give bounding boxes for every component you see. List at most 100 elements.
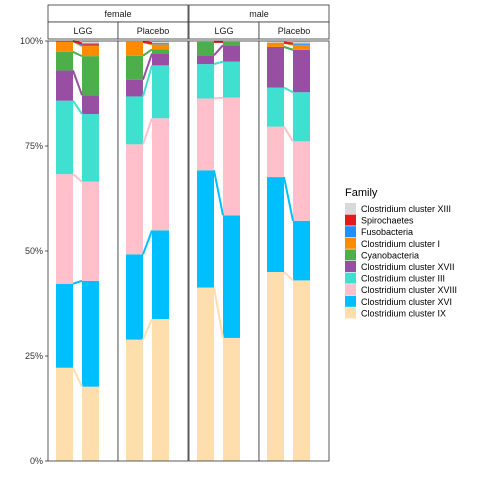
bar-segment-clostridium-cluster-iii (82, 114, 99, 182)
flow-line-spirochaetes (283, 41, 294, 45)
legend-item-clostridium-cluster-xvi: Clostridium cluster XVI (345, 295, 452, 307)
bar-segment-clostridium-cluster-xiii (223, 41, 240, 42)
bar-segment-clostridium-cluster-xviii (56, 174, 73, 284)
legend-item-cyanobacteria: Cyanobacteria (345, 249, 419, 261)
bar-segment-clostridium-cluster-xviii (197, 98, 214, 171)
y-tick-label: 50% (25, 246, 43, 256)
legend-item-clostridium-cluster-xviii: Clostridium cluster XVIII (345, 284, 457, 296)
flow-line-clostridium-cluster-xvi (72, 279, 83, 285)
legend-item-spirochaetes: Spirochaetes (345, 214, 414, 226)
legend-swatch (345, 272, 356, 284)
bar-segment-clostridium-cluster-xviii (267, 126, 284, 178)
bar-segment-clostridium-cluster-xvii (56, 70, 73, 101)
legend-swatch (345, 249, 356, 261)
bar-segment-clostridium-cluster-iii (197, 64, 214, 99)
bar-segment-clostridium-cluster-xiii (126, 41, 143, 42)
flow-line-clostridium-cluster-xviii (142, 117, 153, 145)
y-tick-label: 75% (25, 141, 43, 151)
legend-label: Clostridium cluster XIII (361, 204, 451, 214)
legend-swatch (345, 295, 356, 307)
facet-strips: female male LGG Placebo LGG Placebo (47, 4, 330, 40)
bar-segment-clostridium-cluster-xvi (82, 280, 99, 387)
flow-line-clostridium-cluster-xvi (283, 176, 294, 221)
flow-line-cyanobacteria (142, 48, 153, 57)
flow-line-clostridium-cluster-iii (142, 65, 153, 97)
flow-line-clostridium-cluster-xvii (72, 70, 83, 96)
bar-segment-cyanobacteria (223, 41, 240, 46)
bar-segment-clostridium-cluster-ix (293, 280, 310, 461)
bar-segment-clostridium-cluster-i (293, 44, 310, 50)
bar-segment-clostridium-cluster-iii (293, 92, 310, 142)
y-tick-label: 100% (20, 36, 43, 46)
flow-line-clostridium-cluster-ix (72, 367, 83, 388)
y-tick-label: 0% (30, 456, 43, 466)
bar-segment-clostridium-cluster-xiii (152, 41, 169, 44)
legend-item-clostridium-cluster-i: Clostridium cluster I (345, 237, 440, 249)
legend-item-clostridium-cluster-ix: Clostridium cluster IX (345, 307, 446, 319)
flow-line-cyanobacteria (283, 45, 294, 51)
flow-line-clostridium-cluster-iii (213, 60, 224, 66)
bar-segment-clostridium-cluster-iii (126, 96, 143, 145)
flow-line-cyanobacteria (72, 51, 83, 58)
bar-segment-clostridium-cluster-xviii (82, 181, 99, 281)
legend-item-clostridium-cluster-iii: Clostridium cluster III (345, 272, 445, 284)
legend-title: Family (345, 187, 378, 199)
legend-item-clostridium-cluster-xvii: Clostridium cluster XVII (345, 261, 455, 272)
strip-placebo (258, 21, 330, 40)
bar-segment-clostridium-cluster-xvii (223, 45, 240, 62)
y-tick-label: 25% (25, 351, 43, 361)
bar-segment-clostridium-cluster-xviii (126, 144, 143, 255)
panels-layer (47, 40, 330, 462)
bar-segment-clostridium-cluster-xviii (152, 118, 169, 231)
panel-female-lgg (47, 40, 119, 462)
legend-swatch (345, 261, 356, 272)
strip-label-lgg: LGG (73, 26, 92, 36)
flow-line-clostridium-cluster-xviii (72, 173, 83, 183)
strip-label-placebo: Placebo (137, 26, 170, 36)
bar-segment-clostridium-cluster-ix (197, 287, 214, 461)
bar-segment-clostridium-cluster-xvii (126, 79, 143, 97)
bar-segment-clostridium-cluster-xiii (197, 41, 214, 42)
legend-swatch (345, 214, 356, 226)
strip-label-placebo: Placebo (278, 26, 311, 36)
flow-line-clostridium-cluster-xviii (213, 96, 224, 100)
strip-label-male: male (249, 9, 269, 19)
bar-segment-clostridium-cluster-iii (56, 100, 73, 175)
legend-item-fusobacteria: Fusobacteria (345, 226, 413, 238)
bar-segment-clostridium-cluster-xvi (197, 170, 214, 288)
bar-segment-clostridium-cluster-i (82, 46, 99, 57)
y-axis: 0% 25% 50% 75% 100% (20, 36, 48, 466)
flow-line-clostridium-cluster-xvi (213, 170, 224, 216)
bar-segment-clostridium-cluster-xiii (293, 41, 310, 44)
flow-line-clostridium-cluster-xvii (142, 53, 153, 80)
flow-line-spirochaetes (72, 40, 83, 45)
panel-female-placebo (117, 40, 189, 462)
bar-segment-clostridium-cluster-xiii (82, 41, 99, 44)
bar-segment-cyanobacteria (82, 56, 99, 96)
bar-segment-clostridium-cluster-ix (152, 319, 169, 461)
bar-segment-clostridium-cluster-i (56, 41, 73, 52)
bar-segment-clostridium-cluster-xvii (197, 55, 214, 65)
bar-segment-clostridium-cluster-xvi (293, 220, 310, 281)
legend-label: Spirochaetes (361, 216, 414, 226)
legend-label: Cyanobacteria (361, 250, 419, 260)
bar-segment-clostridium-cluster-xvii (82, 95, 99, 115)
bar-segment-spirochaetes (82, 43, 99, 45)
legend-label: Fusobacteria (361, 227, 413, 237)
bar-segment-clostridium-cluster-xvi (267, 177, 284, 272)
legend-label: Clostridium cluster XVIII (361, 285, 457, 295)
legend-label: Clostridium cluster I (361, 239, 440, 249)
bar-segment-clostridium-cluster-i (267, 42, 284, 47)
flow-line-clostridium-cluster-iii (283, 86, 294, 94)
bar-segment-clostridium-cluster-iii (223, 61, 240, 98)
bar-segment-clostridium-cluster-ix (267, 272, 284, 461)
bar-segment-clostridium-cluster-xvi (223, 215, 240, 338)
flow-line-clostridium-cluster-xviii (283, 126, 294, 142)
legend-swatch (345, 226, 356, 238)
bar-segment-cyanobacteria (197, 41, 214, 56)
legend-swatch (345, 237, 356, 249)
bar-segment-clostridium-cluster-xiii (267, 41, 284, 43)
panel-male-placebo (258, 40, 330, 462)
bar-segment-clostridium-cluster-xviii (293, 141, 310, 221)
